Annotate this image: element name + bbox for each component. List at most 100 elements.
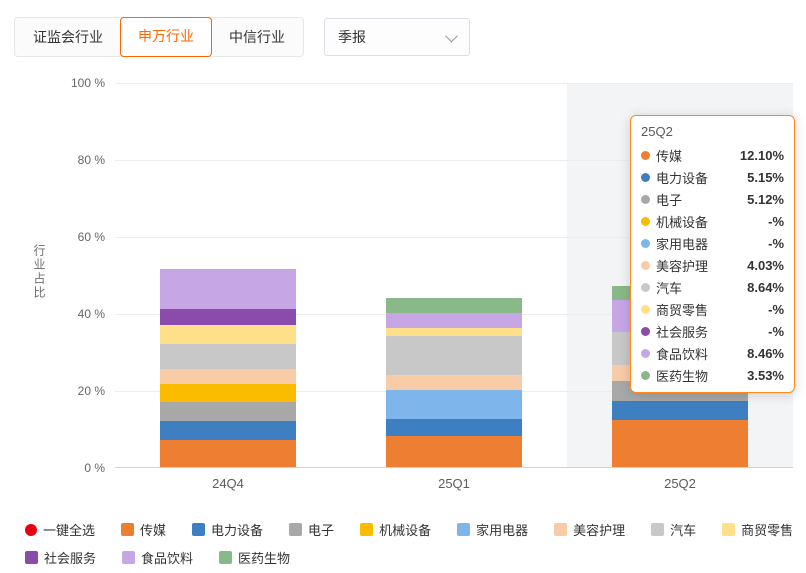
legend-item-select-all[interactable]: 一键全选 xyxy=(25,520,95,539)
series-color-dot-icon xyxy=(641,216,650,226)
gridline xyxy=(115,160,793,161)
chart-tooltip: 25Q2 传媒 12.10% 电力设备 5.15% 电子 5.12% 机械设备 -% 家用电器 -… xyxy=(630,115,795,393)
legend-item-series[interactable]: 美容护理 xyxy=(554,520,625,539)
bar-segment[interactable] xyxy=(386,328,522,337)
legend-swatch-icon xyxy=(25,551,38,564)
legend-label: 家用电器 xyxy=(476,523,529,538)
legend-swatch-icon xyxy=(722,523,736,536)
legend-swatch-icon xyxy=(121,523,135,536)
x-axis-line xyxy=(115,467,793,468)
bar-segment[interactable] xyxy=(386,297,522,314)
stacked-bar-24Q4[interactable] xyxy=(160,268,296,467)
legend-label: 电力设备 xyxy=(211,523,264,538)
y-axis-tick-label: 60 % xyxy=(77,230,105,244)
legend-label: 一键全选 xyxy=(43,523,96,538)
tooltip-row: 医药生物 3.53% xyxy=(641,364,784,386)
bar-segment[interactable] xyxy=(386,374,522,391)
legend-item-series[interactable]: 社会服务 xyxy=(25,548,96,567)
tooltip-series-name: 医药生物 xyxy=(656,368,709,384)
legend-label: 医药生物 xyxy=(238,551,291,566)
legend-item-series[interactable]: 电子 xyxy=(289,520,334,539)
legend-item-series[interactable]: 电力设备 xyxy=(192,520,263,539)
bar-segment[interactable] xyxy=(386,313,522,329)
tooltip-series-name: 社会服务 xyxy=(656,324,709,340)
report-period-select[interactable]: 季报 xyxy=(324,18,470,56)
legend-item-series[interactable]: 家用电器 xyxy=(457,520,528,539)
stacked-bar-25Q1[interactable] xyxy=(386,297,522,467)
industry-classification-tab-group: 证监会行业 申万行业 中信行业 xyxy=(14,17,304,57)
tooltip-row: 家用电器 -% xyxy=(641,232,784,254)
y-axis-tick-label: 0 % xyxy=(84,461,105,475)
legend-label: 食品饮料 xyxy=(141,551,194,566)
chevron-down-icon xyxy=(445,29,458,42)
legend-swatch-icon xyxy=(554,523,568,536)
legend-swatch-icon xyxy=(651,523,665,536)
tooltip-series-value: 5.15% xyxy=(747,169,784,185)
bar-segment[interactable] xyxy=(612,400,748,421)
tooltip-series-value: -% xyxy=(768,213,784,229)
legend-label: 传媒 xyxy=(140,523,167,538)
bar-segment[interactable] xyxy=(160,368,296,385)
legend-swatch-icon xyxy=(192,523,206,536)
y-axis-title: 行业占比 xyxy=(32,244,46,300)
tooltip-series-name: 汽车 xyxy=(656,280,683,296)
bar-segment[interactable] xyxy=(160,268,296,310)
bar-segment[interactable] xyxy=(160,440,296,467)
tooltip-series-name: 商贸零售 xyxy=(656,302,709,318)
tooltip-series-value: 3.53% xyxy=(747,367,784,383)
report-period-value: 季报 xyxy=(338,29,366,45)
bar-segment[interactable] xyxy=(386,436,522,467)
tooltip-row: 美容护理 4.03% xyxy=(641,254,784,276)
tooltip-row: 机械设备 -% xyxy=(641,210,784,232)
tooltip-series-value: -% xyxy=(768,301,784,317)
tooltip-row: 电子 5.12% xyxy=(641,188,784,210)
legend-item-series[interactable]: 商贸零售 xyxy=(722,520,793,539)
bar-segment[interactable] xyxy=(160,343,296,369)
tooltip-series-value: 4.03% xyxy=(747,257,784,273)
legend-item-series[interactable]: 汽车 xyxy=(651,520,696,539)
bar-segment[interactable] xyxy=(160,401,296,421)
y-axis-tick-label: 100 % xyxy=(70,76,105,90)
legend-item-series[interactable]: 医药生物 xyxy=(219,548,290,567)
legend-item-series[interactable]: 机械设备 xyxy=(360,520,431,539)
legend-label: 汽车 xyxy=(670,523,697,538)
tooltip-series-name: 家用电器 xyxy=(656,236,709,252)
tooltip-series-value: 12.10% xyxy=(739,147,784,163)
bar-segment[interactable] xyxy=(386,418,522,437)
select-all-dot-icon xyxy=(25,523,37,536)
bar-segment[interactable] xyxy=(160,420,296,441)
legend-item-series[interactable]: 食品饮料 xyxy=(122,548,193,567)
legend-label: 商贸零售 xyxy=(741,523,794,538)
tooltip-row: 电力设备 5.15% xyxy=(641,166,784,188)
gridline xyxy=(115,237,793,238)
tooltip-series-name: 电子 xyxy=(656,192,683,208)
legend-swatch-icon xyxy=(457,523,471,536)
bar-segment[interactable] xyxy=(386,336,522,375)
legend-swatch-icon xyxy=(360,523,374,536)
y-axis-tick-label: 20 % xyxy=(77,384,105,398)
legend: 一键全选 传媒 电力设备 电子 机械设备 家用电器 美容护理 汽车 商贸零售社会服务 食品饮料 医药… xyxy=(25,520,797,573)
x-axis-label-24Q4: 24Q4 xyxy=(212,476,244,491)
tooltip-series-name: 机械设备 xyxy=(656,214,709,230)
bar-segment[interactable] xyxy=(160,384,296,402)
bar-segment[interactable] xyxy=(160,324,296,344)
tooltip-series-value: 8.46% xyxy=(747,345,784,361)
x-axis-label-25Q1: 25Q1 xyxy=(438,476,470,491)
gridline xyxy=(115,83,793,84)
series-color-dot-icon xyxy=(641,238,650,248)
legend-item-series[interactable]: 传媒 xyxy=(121,520,166,539)
tab-industry-classification-1[interactable]: 申万行业 xyxy=(120,17,212,57)
tooltip-series-value: -% xyxy=(768,235,784,251)
tab-industry-classification-2[interactable]: 中信行业 xyxy=(229,29,285,45)
legend-label: 社会服务 xyxy=(44,551,97,566)
tooltip-row: 传媒 12.10% xyxy=(641,144,784,166)
bar-segment[interactable] xyxy=(612,420,748,467)
legend-row-1: 社会服务 食品饮料 医药生物 xyxy=(25,548,797,567)
tooltip-series-name: 美容护理 xyxy=(656,258,709,274)
tab-industry-classification-0[interactable]: 证监会行业 xyxy=(33,29,103,45)
bar-segment[interactable] xyxy=(160,309,296,325)
y-axis-tick-label: 40 % xyxy=(77,307,105,321)
series-color-dot-icon xyxy=(641,172,650,182)
bar-segment[interactable] xyxy=(386,390,522,419)
series-color-dot-icon xyxy=(641,282,650,292)
